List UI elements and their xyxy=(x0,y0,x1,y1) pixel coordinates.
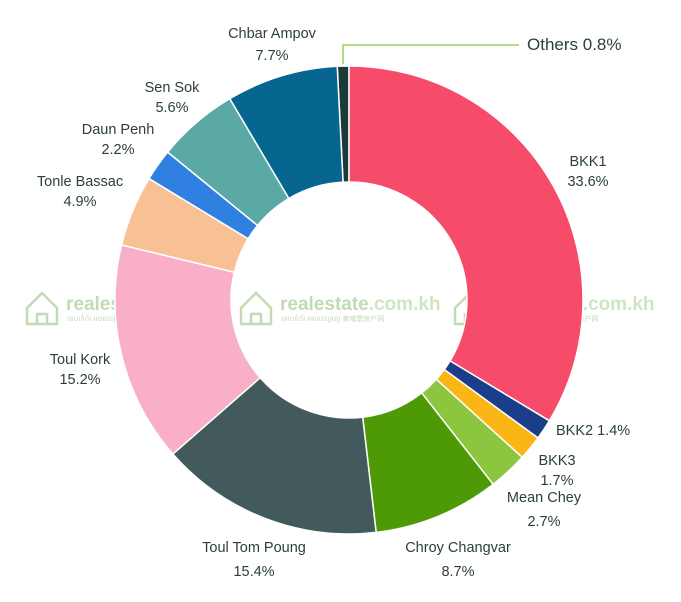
slice-pct-sen-sok: 5.6% xyxy=(155,100,188,116)
leader-line-others xyxy=(342,44,519,65)
slice-name-toul-tom-poung: Toul Tom Poung xyxy=(202,540,306,556)
slice-bkk1 xyxy=(348,65,584,422)
watermark-brand: realestate.com.kh xyxy=(280,294,441,315)
slice-layer xyxy=(114,65,584,535)
slice-pct-chroy-changvar: 8.7% xyxy=(441,564,474,580)
slice-name-daun-penh: Daun Penh xyxy=(82,122,155,138)
slice-name-chbar-ampov: Chbar Ampov xyxy=(228,26,317,42)
slice-pct-toul-tom-poung: 15.4% xyxy=(233,564,274,580)
slice-pct-chbar-ampov: 7.7% xyxy=(255,48,288,64)
label-layer: Others 0.8% BKK1 33.6% BKK2 1.4% BKK3 1.7%Mea… xyxy=(37,26,630,580)
slice-pct-toul-kork: 15.2% xyxy=(59,372,100,388)
slice-pct-tonle-bassac: 4.9% xyxy=(63,194,96,210)
slice-name-bkk3: BKK3 xyxy=(538,453,575,469)
slice-pct-mean-chey: 2.7% xyxy=(527,514,560,530)
slice-name-mean-chey: Mean Chey xyxy=(507,490,582,506)
house-icon xyxy=(25,291,59,326)
slice-label-bkk2: BKK2 1.4% xyxy=(556,423,630,439)
slice-name-sen-sok: Sen Sok xyxy=(145,80,201,96)
slice-toul-tom-poung xyxy=(171,376,377,535)
house-icon xyxy=(239,291,273,326)
leader-layer xyxy=(342,44,519,65)
watermark-logo: realestate.com.khគេហទំព័រ អចលនទ្រព្យ 柬埔寨… xyxy=(239,291,441,326)
slice-label-others: Others 0.8% xyxy=(527,35,622,54)
slice-name-chroy-changvar: Chroy Changvar xyxy=(405,540,511,556)
slice-chbar-ampov xyxy=(228,65,344,200)
slice-pct-daun-penh: 2.2% xyxy=(101,142,134,158)
slice-toul-kork xyxy=(114,244,262,456)
slice-pct-bkk1: 33.6% xyxy=(567,174,608,190)
slice-name-toul-kork: Toul Kork xyxy=(50,352,111,368)
watermark-subtext: គេហទំព័រ អចលនទ្រព្យ 柬埔寨房产网 xyxy=(281,314,384,323)
slice-pct-bkk3: 1.7% xyxy=(540,473,573,489)
slice-name-tonle-bassac: Tonle Bassac xyxy=(37,174,123,190)
slice-name-bkk1: BKK1 xyxy=(569,154,606,170)
